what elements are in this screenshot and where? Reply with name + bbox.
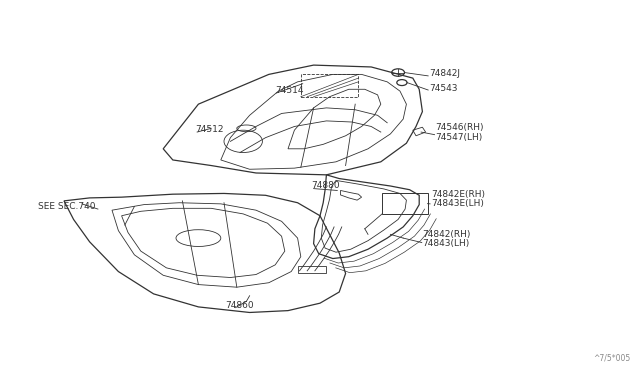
- Text: SEE SEC.740: SEE SEC.740: [38, 202, 96, 211]
- Text: 74842(RH): 74842(RH): [422, 230, 471, 239]
- Text: 74843(LH): 74843(LH): [422, 240, 470, 248]
- Bar: [298, 266, 326, 273]
- Text: 74512: 74512: [195, 125, 224, 134]
- Text: ^7/5*005: ^7/5*005: [593, 354, 630, 363]
- Text: 74843E(LH): 74843E(LH): [431, 199, 484, 208]
- Bar: [382, 193, 428, 214]
- Text: 74546(RH): 74546(RH): [435, 123, 484, 132]
- Text: 74547(LH): 74547(LH): [435, 133, 483, 142]
- Text: 74543: 74543: [429, 84, 458, 93]
- Text: 74514: 74514: [275, 86, 304, 95]
- Text: 74860: 74860: [225, 301, 254, 310]
- Text: 74880: 74880: [312, 181, 340, 190]
- Bar: [301, 74, 358, 97]
- Text: 74842J: 74842J: [429, 69, 460, 78]
- Text: 74842E(RH): 74842E(RH): [431, 190, 484, 199]
